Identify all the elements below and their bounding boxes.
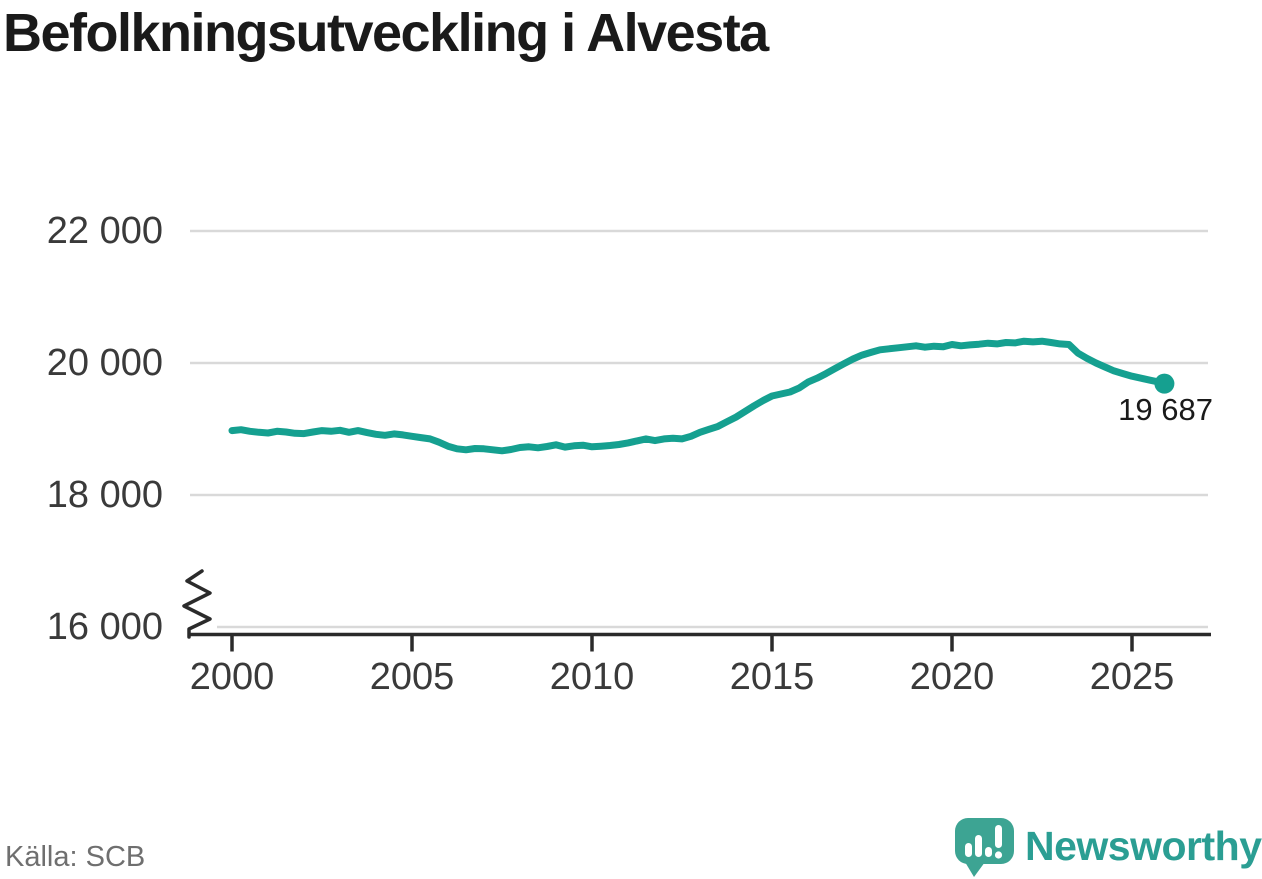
y-tick-label: 18 000 (47, 474, 163, 516)
x-tick-label: 2005 (370, 656, 455, 698)
population-line (228, 337, 1168, 455)
source-label: Källa: SCB (5, 841, 146, 873)
x-tick-label: 2025 (1090, 656, 1175, 698)
newsworthy-logo: Newsworthy (953, 814, 1262, 878)
x-tick-label: 2000 (190, 656, 275, 698)
axis-break-icon (182, 569, 212, 639)
page-title: Befolkningsutveckling i Alvesta (3, 3, 769, 63)
newsworthy-speech-bubble-bar-chart-icon (955, 818, 1014, 877)
x-tick-label: 2015 (730, 656, 815, 698)
x-tick-label: 2010 (550, 656, 635, 698)
end-point-dot (1154, 373, 1175, 394)
y-tick-label: 16 000 (47, 606, 163, 648)
brand-name: Newsworthy (1025, 823, 1262, 869)
end-point-label: 19 687 (1118, 392, 1213, 427)
y-tick-label: 20 000 (47, 342, 163, 384)
y-tick-label: 22 000 (47, 210, 163, 252)
x-tick-label: 2020 (910, 656, 995, 698)
